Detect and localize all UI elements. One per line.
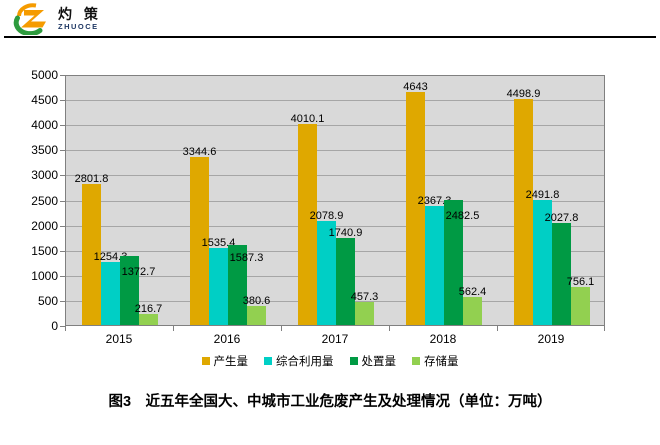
legend-swatch [201,357,210,365]
bar-value-label: 4010.1 [290,112,325,125]
bar-综合利用量-2018 [425,206,444,325]
bar-处置量-2016 [228,245,247,325]
legend-label: 产生量 [213,356,249,368]
gridline [66,175,604,177]
bar-value-label: 4643 [403,80,428,93]
bar-产生量-2017 [298,123,317,325]
bar-value-label: 1587.3 [229,251,264,264]
bar-value-label: 1372.7 [121,266,156,279]
bar-存储量-2016 [247,305,266,325]
legend-label: 存储量 [424,356,459,368]
bar-处置量-2019 [552,223,571,325]
x-axis-tick [389,326,390,331]
bar-综合利用量-2019 [533,199,552,325]
x-tick-label: 2015 [105,332,133,346]
bar-综合利用量-2016 [209,247,228,325]
x-tick-label: 2019 [537,332,565,346]
x-tick-label: 2016 [213,332,241,346]
x-axis-tick [173,326,174,331]
y-tick-label: 2000 [31,218,58,233]
gridline [66,200,604,202]
x-axis-tick [65,326,66,331]
y-tick-label: 5000 [31,68,58,82]
bar-value-label: 562.4 [458,285,487,298]
y-axis-tick [60,250,65,252]
legend-label: 综合利用量 [276,356,334,368]
x-axis-tick [281,326,282,331]
y-axis-tick [60,326,65,327]
plot-area: 2801.8 1254.3 1372.7 216.7 3344.6 1535.4 1587.… [65,75,605,326]
bar-value-label: 756.1 [566,276,595,289]
bar-value-label: 216.7 [134,303,163,316]
bar-value-label: 380.6 [242,294,271,307]
brand-name-cn: 灼 策 [58,6,102,23]
y-tick-label: 1000 [31,268,58,283]
y-tick-label: 4000 [31,118,58,133]
gridline [66,150,604,152]
y-tick-label: 500 [37,293,58,308]
gridline [66,100,604,102]
legend-item-综合利用量: 综合利用量 [264,353,334,369]
y-tick-label: 2500 [31,193,58,208]
legend-label: 处置量 [361,356,397,368]
legend-swatch [264,357,272,365]
legend-item-产生量: 产生量 [201,353,249,369]
bar-value-label: 1254.3 [93,251,128,264]
bar-处置量-2018 [444,200,463,325]
bar-综合利用量-2015 [101,262,120,325]
bar-value-label: 2482.5 [445,210,480,223]
y-tick-label: 1500 [31,243,58,258]
y-axis-tick [60,125,65,127]
y-axis-tick [60,150,65,152]
y-tick-label: 3000 [31,168,58,183]
legend-item-存储量: 存储量 [412,353,459,369]
bar-存储量-2017 [355,302,374,325]
y-axis-tick [60,275,65,277]
x-tick-label: 2018 [429,332,457,346]
x-axis-tick [497,326,498,331]
bar-产生量-2018 [406,91,425,325]
bar-产生量-2019 [514,99,533,325]
bar-value-label: 3344.6 [182,146,217,159]
bar-存储量-2015 [139,314,158,325]
y-axis-tick [60,225,65,227]
y-axis-tick [60,175,65,177]
z-swoosh-logo-icon [13,3,46,35]
y-axis-tick [60,75,65,76]
legend-swatch [349,357,358,365]
bar-value-label: 1740.9 [328,226,363,239]
brand-name-en: ZHUOCE [58,22,99,32]
y-tick-label: 3500 [31,143,58,158]
y-axis-tick [60,300,65,302]
bar-处置量-2017 [336,237,355,325]
y-axis-tick [60,200,65,202]
bar-value-label: 2027.8 [544,212,579,225]
bar-value-label: 4498.9 [506,88,541,101]
bar-value-label: 2078.9 [309,209,344,222]
legend-swatch [412,357,420,365]
chart-legend: 产生量 综合利用量 处置量 存储量 [0,353,660,369]
header-divider [4,36,656,38]
bar-产生量-2015 [82,184,101,325]
y-tick-label: 0 [51,319,58,333]
bar-存储量-2019 [571,287,590,325]
x-tick-label: 2017 [321,332,349,346]
y-axis-tick [60,100,65,102]
bar-value-label: 2491.8 [525,188,560,201]
bar-value-label: 2367.3 [417,195,452,208]
chart-caption: 图3 近五年全国大、中城市工业危废产生及处理情况（单位：万吨） [108,394,552,410]
bar-处置量-2015 [120,256,139,325]
bar-value-label: 1535.4 [201,236,236,249]
gridline [66,125,604,127]
bar-存储量-2018 [463,296,482,325]
x-axis-tick [604,326,605,331]
bar-产生量-2016 [190,157,209,325]
logo: 灼 策 ZHUOCE [12,3,102,35]
bar-value-label: 2801.8 [74,173,109,186]
legend-item-处置量: 处置量 [349,353,397,369]
y-tick-label: 4500 [31,93,58,108]
bar-value-label: 457.3 [350,291,379,304]
bar-综合利用量-2017 [317,220,336,325]
